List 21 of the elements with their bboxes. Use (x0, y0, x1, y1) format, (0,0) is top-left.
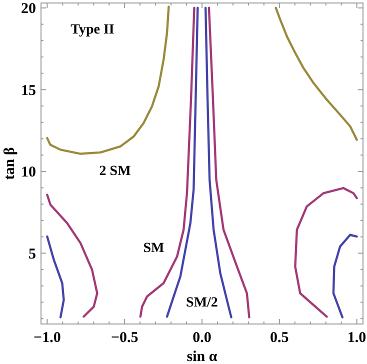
x-tick-label: −1.0 (34, 330, 61, 346)
annotation: SM/2 (186, 295, 218, 310)
y-axis-title: tan β (2, 147, 18, 180)
y-tick-label: 20 (21, 1, 36, 18)
line-series (294, 187, 358, 318)
line-series (332, 234, 358, 318)
annotation: SM (143, 240, 164, 256)
x-tick-label: −0.5 (110, 330, 138, 346)
line-series (274, 6, 358, 141)
line-series (46, 194, 98, 318)
line-series (46, 235, 65, 318)
y-tick-label: 10 (21, 164, 36, 181)
x-tick-label: 0.0 (192, 330, 212, 346)
y-tick-label: 15 (21, 82, 36, 99)
annotation: Type II (70, 22, 114, 38)
y-tick-label: 5 (28, 246, 36, 262)
x-axis-title: sin α (186, 349, 218, 364)
annotation: 2 SM (99, 164, 131, 179)
line-series (46, 6, 170, 155)
x-tick-label: 0.5 (270, 330, 289, 346)
x-tick-label: 1.0 (347, 330, 366, 346)
